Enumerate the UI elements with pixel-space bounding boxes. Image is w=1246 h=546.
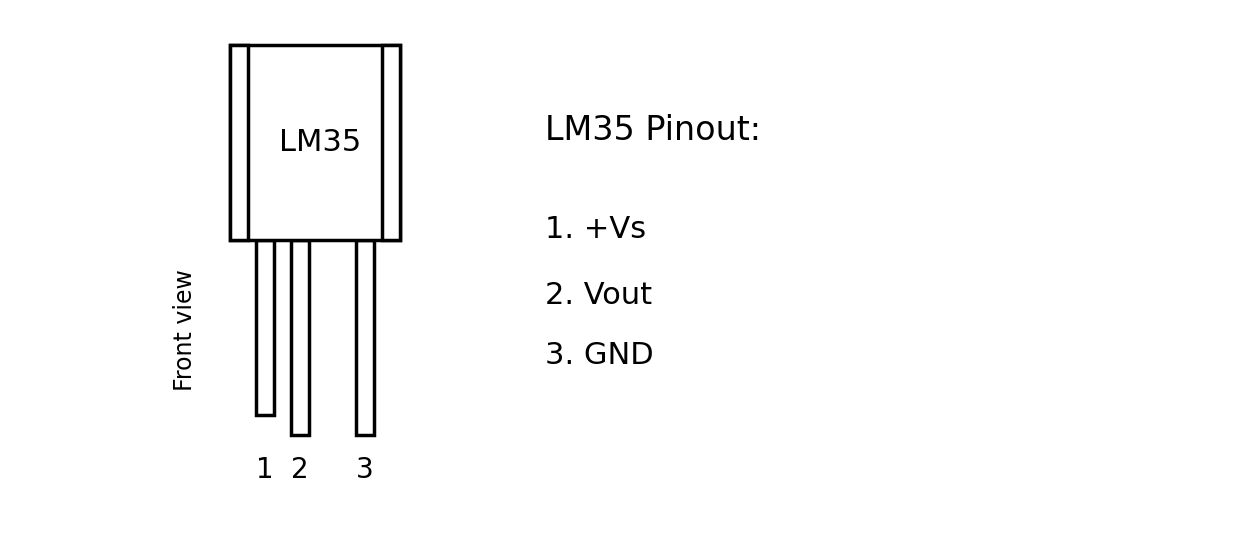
Bar	[255, 240, 274, 415]
Text: 2. Vout: 2. Vout	[545, 281, 652, 310]
Text: 3: 3	[356, 456, 374, 484]
Bar	[231, 45, 400, 240]
Bar	[231, 45, 248, 240]
Text: 2: 2	[292, 456, 309, 484]
Text: 1. +Vs: 1. +Vs	[545, 216, 647, 245]
Bar	[356, 240, 374, 435]
Text: 1: 1	[257, 456, 274, 484]
Bar	[292, 240, 309, 435]
Text: Front view: Front view	[173, 269, 197, 391]
Text: LM35 Pinout:: LM35 Pinout:	[545, 114, 761, 146]
Text: 3. GND: 3. GND	[545, 341, 654, 370]
Text: LM35: LM35	[279, 128, 361, 157]
Bar	[383, 45, 400, 240]
